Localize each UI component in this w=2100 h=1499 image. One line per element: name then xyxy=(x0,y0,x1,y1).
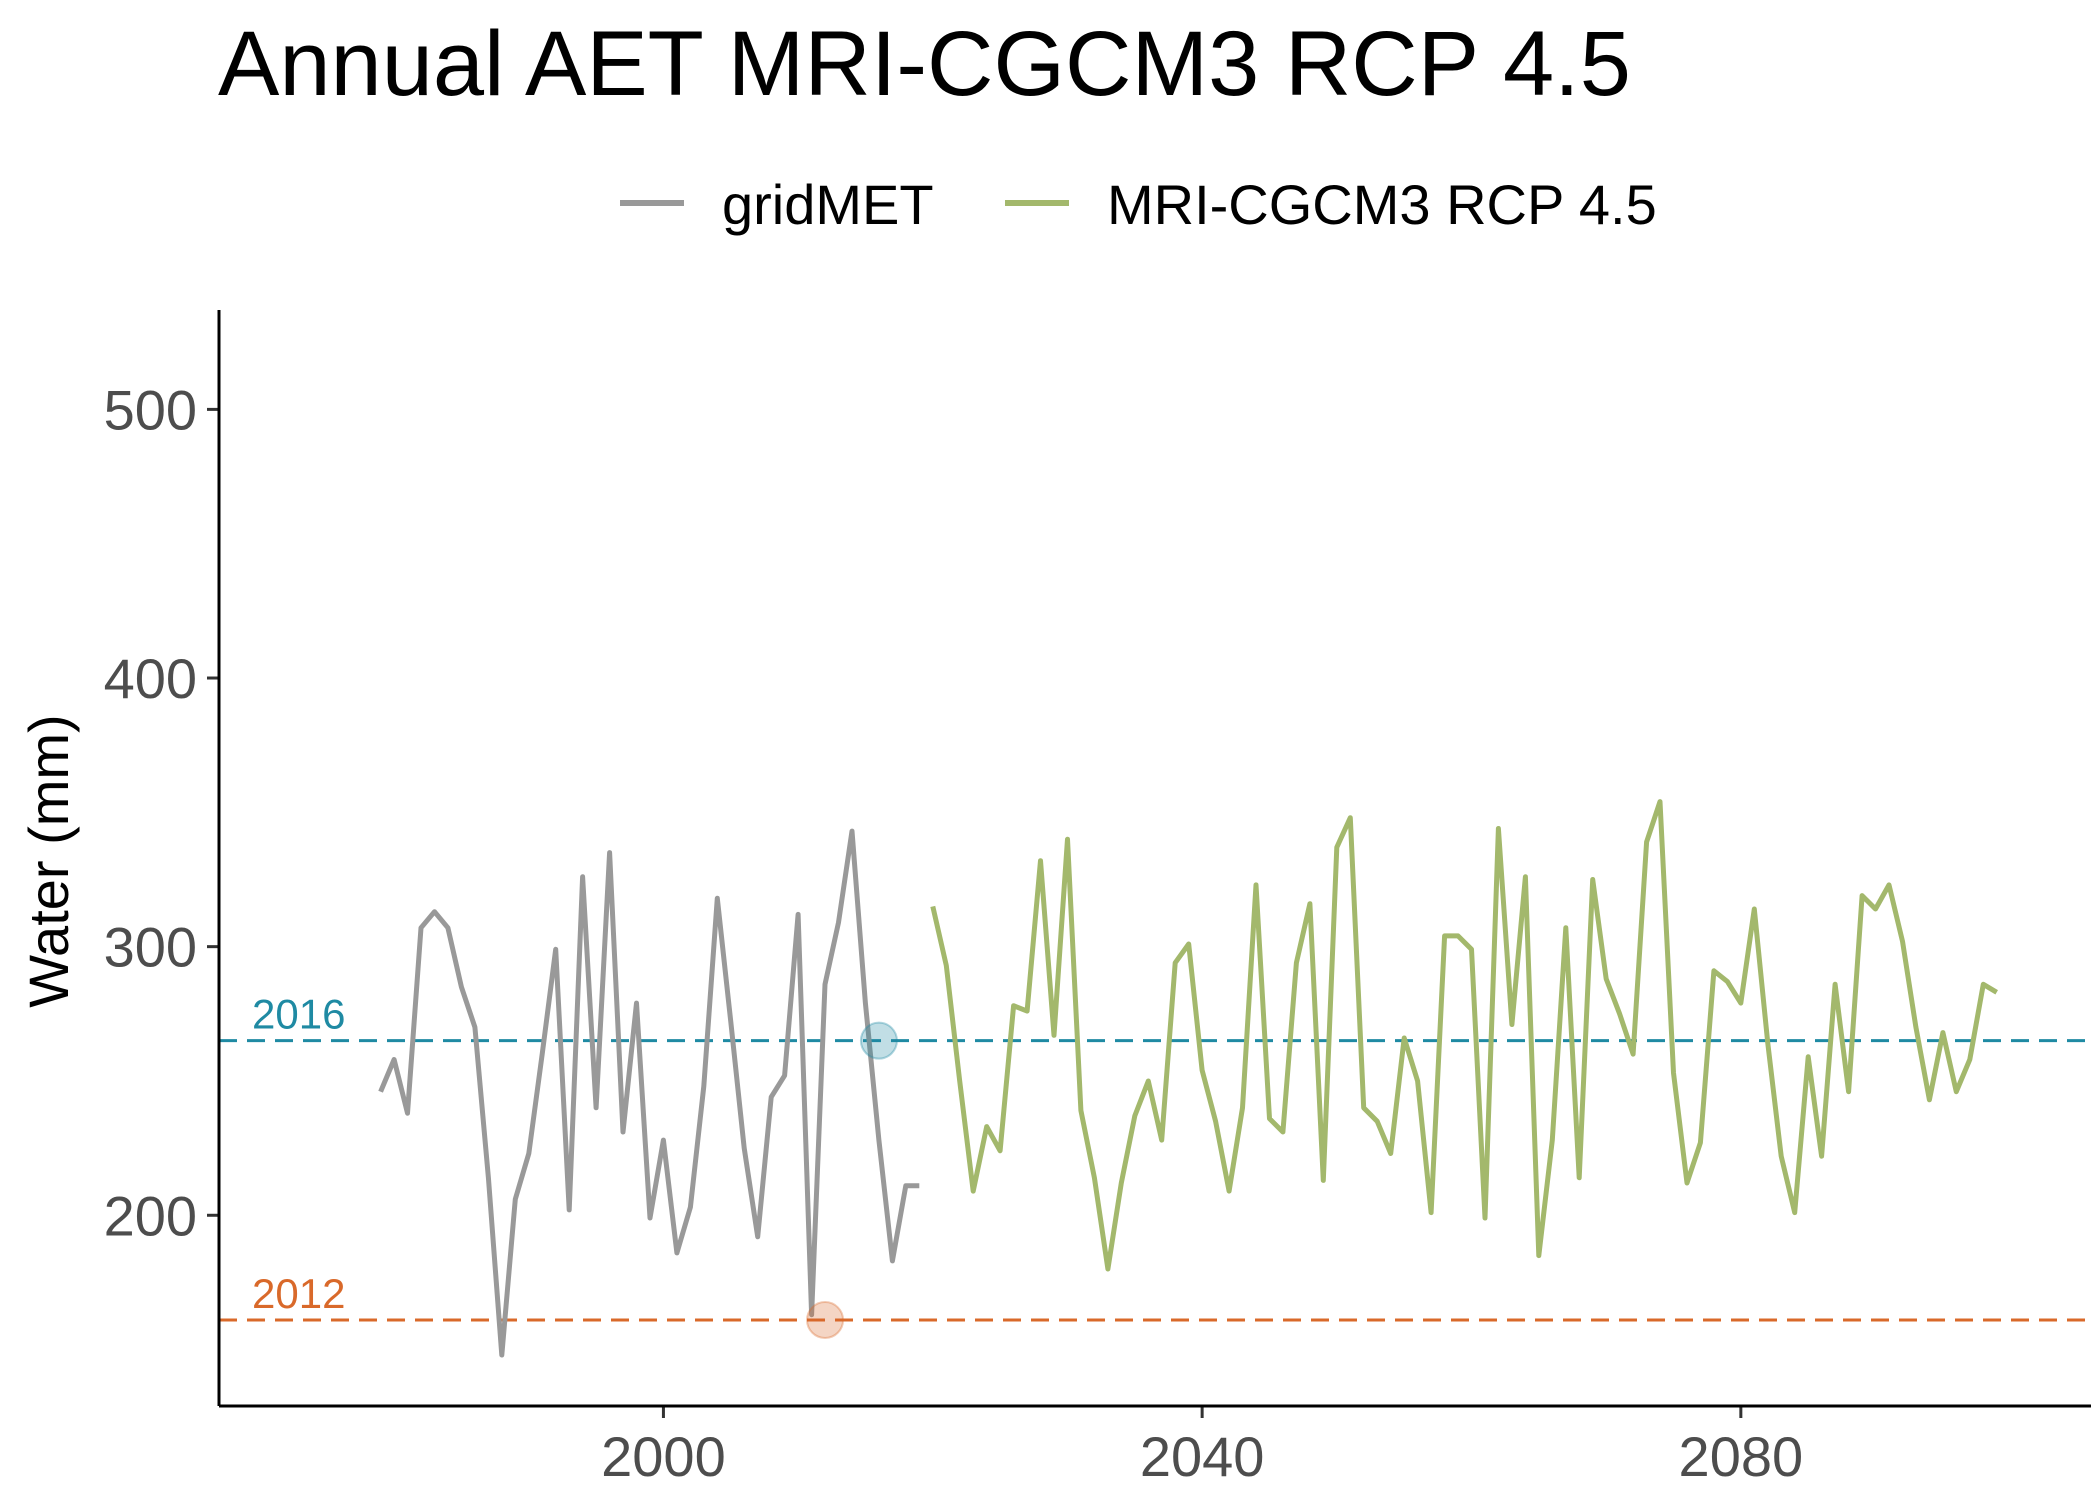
reference-label-2016: 2016 xyxy=(252,991,345,1038)
x-tick-label: 2080 xyxy=(1679,1425,1804,1488)
chart-title: Annual AET MRI-CGCM3 RCP 4.5 xyxy=(218,13,1631,115)
y-axis-ticks: 200 300 400 500 xyxy=(104,378,219,1247)
x-tick-label: 2040 xyxy=(1140,1425,1265,1488)
y-tick-label: 200 xyxy=(104,1184,197,1247)
legend-label-gridmet: gridMET xyxy=(722,173,934,236)
x-tick-label: 2000 xyxy=(601,1425,726,1488)
x-axis-ticks: 2000 2040 2080 xyxy=(601,1406,1803,1488)
series-line-mri-cgcm3-rcp-4-5 xyxy=(930,799,1998,1272)
series-line-gridmet xyxy=(378,828,920,1358)
reference-lines: 2016 2012 xyxy=(219,991,2091,1322)
y-tick-label: 300 xyxy=(104,916,197,979)
y-axis-label: Water (mm) xyxy=(17,714,80,1007)
y-tick-label: 500 xyxy=(104,378,197,441)
reference-point-2016 xyxy=(859,1021,898,1060)
reference-label-2012: 2012 xyxy=(252,1270,345,1317)
legend: gridMET MRI-CGCM3 RCP 4.5 xyxy=(620,173,1657,236)
y-tick-label: 400 xyxy=(104,647,197,710)
reference-markers xyxy=(806,1021,898,1340)
reference-point-2012 xyxy=(806,1301,845,1340)
series-layer xyxy=(378,799,1998,1358)
legend-label-mri-cgcm3: MRI-CGCM3 RCP 4.5 xyxy=(1107,173,1657,236)
